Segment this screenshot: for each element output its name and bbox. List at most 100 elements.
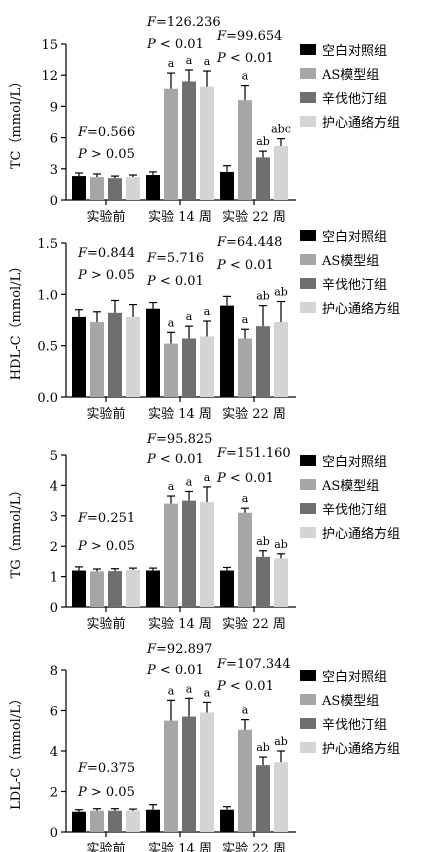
- legend-entry: 护心通络方组: [322, 115, 400, 131]
- f-value: F=126.236: [146, 15, 221, 30]
- y-tick-label: 2: [50, 540, 58, 555]
- legend-entry: 空白对照组: [322, 669, 387, 685]
- x-tick-label: 实验 14 周: [148, 209, 212, 225]
- p-value: P > 0.05: [77, 268, 135, 283]
- x-tick-label: 实验 22 周: [222, 616, 286, 632]
- bar: [72, 176, 86, 200]
- legend-swatch: [300, 68, 316, 79]
- f-value: F=0.375: [77, 761, 135, 776]
- y-axis-label: LDL-C（mmol/L）: [9, 692, 24, 810]
- y-tick-label: 2: [50, 786, 58, 801]
- y-axis-label: TG（mmol/L）: [9, 484, 24, 579]
- legend-swatch: [300, 44, 316, 55]
- legend-entry: AS模型组: [321, 68, 379, 83]
- bar: [238, 512, 252, 607]
- panel-4: 02468LDL-C（mmol/L）aaaabaab实验前 实验 14 周实验 2…: [9, 642, 400, 852]
- legend-entry: 空白对照组: [322, 43, 387, 59]
- bar: [256, 326, 270, 397]
- significance-label: ab: [274, 286, 288, 299]
- x-tick-label: 实验 14 周: [148, 841, 212, 852]
- f-value: F=5.716: [146, 251, 204, 266]
- legend-entry: 护心通络方组: [322, 526, 400, 542]
- x-tick-label: 实验前: [86, 841, 125, 852]
- p-value: P < 0.01: [146, 274, 204, 289]
- significance-label: ab: [256, 741, 270, 754]
- bar: [256, 765, 270, 832]
- legend-swatch: [300, 302, 316, 313]
- significance-label: a: [242, 704, 249, 717]
- y-tick-label: 5: [50, 449, 58, 464]
- p-value: P < 0.01: [146, 452, 204, 467]
- legend-entry: 辛伐他汀组: [322, 278, 387, 293]
- y-tick-label: 6: [50, 705, 58, 720]
- bar: [182, 338, 196, 397]
- significance-label: a: [168, 57, 175, 70]
- p-value: P < 0.01: [216, 258, 274, 273]
- significance-label: a: [204, 686, 211, 699]
- y-tick-label: 1: [50, 571, 58, 586]
- significance-label: a: [204, 305, 211, 318]
- significance-label: a: [242, 492, 249, 505]
- bar: [220, 809, 234, 832]
- bar: [164, 343, 178, 397]
- y-tick-label: 3: [50, 510, 58, 525]
- bar: [108, 810, 122, 832]
- legend-entry: 辛伐他汀组: [322, 718, 387, 733]
- bar: [126, 316, 140, 397]
- legend-entry: 辛伐他汀组: [322, 503, 387, 518]
- p-value: P < 0.01: [216, 679, 274, 694]
- bar: [72, 316, 86, 397]
- bar: [238, 729, 252, 832]
- f-value: F=99.654: [216, 29, 282, 44]
- bar: [182, 500, 196, 607]
- bar: [90, 810, 104, 832]
- y-tick-label: 1.0: [37, 288, 58, 303]
- significance-label: ab: [256, 135, 270, 148]
- bar: [90, 177, 104, 200]
- x-tick-label: 实验前: [86, 616, 125, 632]
- legend-entry: 护心通络方组: [322, 741, 400, 757]
- bar: [126, 569, 140, 607]
- significance-label: ab: [256, 290, 270, 303]
- bar: [146, 308, 160, 397]
- p-value: P < 0.01: [146, 37, 204, 52]
- significance-label: a: [204, 471, 211, 484]
- legend-swatch: [300, 670, 316, 681]
- bar: [200, 712, 214, 832]
- x-tick-label: 实验 22 周: [222, 406, 286, 422]
- bar: [220, 570, 234, 607]
- f-value: F=151.160: [216, 446, 291, 461]
- significance-label: a: [242, 70, 249, 83]
- y-tick-label: 0.0: [37, 391, 58, 406]
- f-value: F=0.844: [77, 246, 135, 261]
- y-axis-label: HDL-C（mmol/L）: [9, 260, 24, 380]
- y-tick-label: 8: [50, 664, 58, 679]
- y-tick-label: 4: [50, 479, 58, 494]
- bar: [90, 322, 104, 397]
- y-tick-label: 1.5: [37, 237, 58, 252]
- significance-label: a: [186, 310, 193, 323]
- panel-1: 03691215TC（mmol/L）aaaabaabc实验前 实验 14 周实验 …: [9, 15, 400, 225]
- bar: [274, 558, 288, 607]
- bar: [108, 312, 122, 397]
- y-tick-label: 6: [50, 132, 58, 147]
- legend-swatch: [300, 718, 316, 729]
- bar: [146, 175, 160, 200]
- bar: [146, 570, 160, 607]
- bar: [164, 720, 178, 832]
- significance-label: a: [168, 316, 175, 329]
- legend-entry: 护心通络方组: [322, 301, 400, 317]
- f-value: F=92.897: [146, 642, 212, 657]
- legend-entry: 空白对照组: [322, 229, 387, 245]
- bar: [274, 322, 288, 397]
- legend-swatch: [300, 254, 316, 265]
- bar: [220, 171, 234, 200]
- y-tick-label: 0: [50, 826, 58, 841]
- bar: [72, 811, 86, 832]
- significance-label: ab: [256, 535, 270, 548]
- legend-swatch: [300, 503, 316, 514]
- bar: [200, 86, 214, 200]
- x-tick-label: 实验 14 周: [148, 406, 212, 422]
- x-tick-label: 实验 22 周: [222, 841, 286, 852]
